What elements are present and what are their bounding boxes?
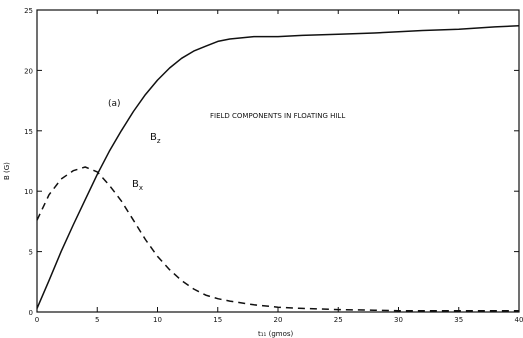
plot-frame <box>36 9 520 313</box>
x-tick-label: 30 <box>394 316 403 324</box>
x-tick-label: 0 <box>35 316 39 324</box>
annotation-text: FIELD COMPONENTS IN FLOATING HILL <box>210 112 345 120</box>
x-tick-label: 25 <box>334 316 343 324</box>
y-tick-label: 15 <box>24 128 33 136</box>
y-axis-label: B (G) <box>3 162 11 180</box>
y-tick-label: 25 <box>24 7 33 15</box>
series-line-bx <box>36 166 519 312</box>
series-label-bx: Bx <box>132 179 143 192</box>
x-tick-label: 40 <box>515 316 523 324</box>
series-line-bz <box>36 24 520 309</box>
y-tick-label: 0 <box>29 309 33 317</box>
x-tick-label: 10 <box>153 316 162 324</box>
y-tick-label: 10 <box>24 188 33 196</box>
x-tick-label: 20 <box>274 316 283 324</box>
x-tick-label: 35 <box>454 316 463 324</box>
series-label-bz: Bz <box>150 132 161 145</box>
panel-label: (a) <box>108 99 121 109</box>
x-axis-label: t₁₁ (gmos) <box>258 330 294 338</box>
x-tick-label: 5 <box>95 316 99 324</box>
y-tick-label: 5 <box>29 249 33 257</box>
x-tick-label: 15 <box>213 316 222 324</box>
y-tick-label: 20 <box>24 67 33 75</box>
